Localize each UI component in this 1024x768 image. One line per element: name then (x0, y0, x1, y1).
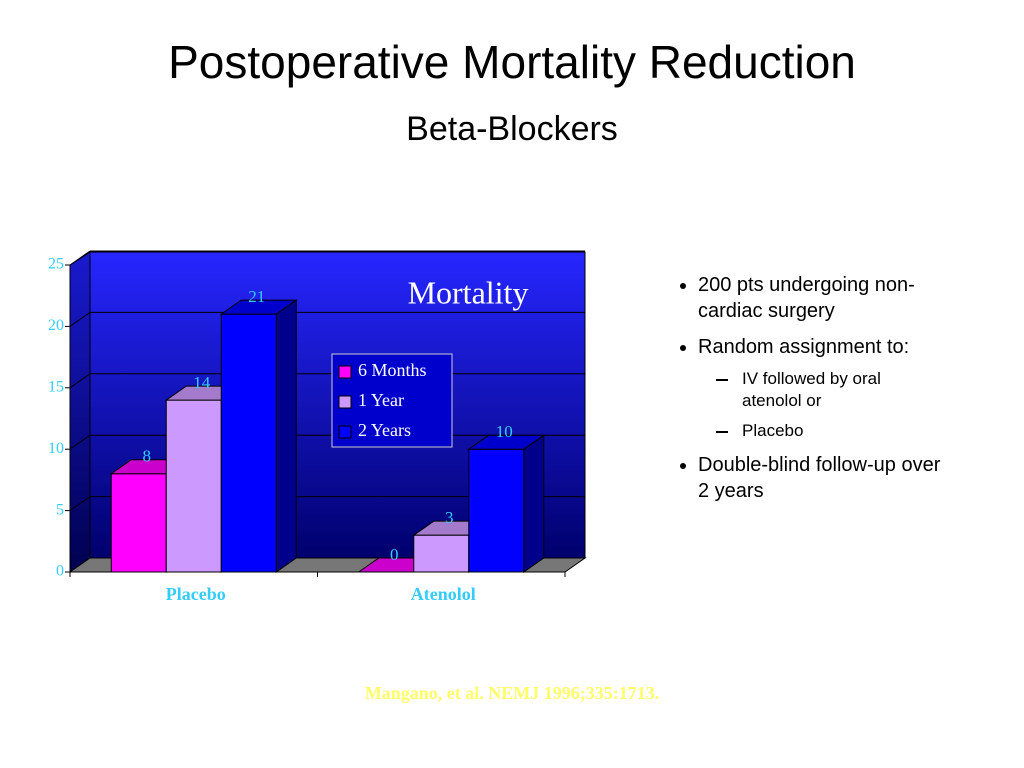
legend-swatch (338, 365, 352, 379)
data-label: 10 (496, 422, 513, 441)
legend-swatch (338, 395, 352, 409)
slide-title: Postoperative Mortality Reduction (168, 36, 856, 88)
data-label: 3 (445, 508, 454, 527)
dash (716, 431, 728, 433)
bullet-list: 200 pts undergoing non-cardiac surgery Ra… (672, 272, 942, 514)
subbullet: Placebo (716, 420, 942, 442)
slide-subtitle: Beta-Blockers (406, 110, 618, 148)
y-tick-label: 20 (48, 317, 64, 334)
y-tick-label: 0 (56, 563, 64, 580)
chart-title: Mortality (408, 274, 529, 310)
subbullets: IV followed by oral atenolol or Placebo (698, 368, 942, 442)
x-tick-label: Atenolol (411, 584, 476, 604)
data-label: 14 (193, 373, 211, 392)
bar-top (467, 434, 546, 450)
y-tick-label: 5 (56, 501, 64, 518)
data-label: 21 (248, 287, 265, 306)
bar (413, 534, 470, 573)
plot: 8 14 21 0 3 10 (69, 250, 585, 573)
grid-line (69, 250, 91, 266)
bar (165, 399, 222, 573)
data-label: 0 (390, 545, 399, 564)
bar (110, 473, 167, 573)
legend-label: 6 Months (358, 360, 427, 380)
grid-line (69, 373, 91, 389)
bullet: Double-blind follow-up over 2 years (698, 452, 942, 504)
side-wall (69, 251, 91, 573)
bar-side (275, 299, 297, 573)
grid-line (69, 311, 91, 327)
grid-line (69, 434, 91, 450)
citation: Mangano, et al. NEMJ 1996;335:1713. (365, 683, 659, 703)
dash (716, 379, 728, 381)
bullet-text: 200 pts undergoing non-cardiac surgery (698, 274, 915, 322)
bullet: Random assignment to: IV followed by oral… (698, 334, 942, 442)
subbullet-text: Placebo (742, 421, 804, 441)
bar (220, 313, 277, 573)
y-tick-label: 15 (48, 378, 64, 395)
grid-line (69, 496, 91, 512)
bar (468, 448, 525, 573)
subbullet: IV followed by oral atenolol or (716, 368, 942, 412)
subbullet-text: IV followed by oral atenolol or (742, 369, 881, 411)
legend-label: 1 Year (358, 390, 404, 410)
x-tick-label: Placebo (166, 584, 226, 604)
legend-label: 2 Years (358, 420, 411, 440)
legend (331, 353, 453, 448)
data-label: 8 (143, 447, 152, 466)
legend-swatch (338, 425, 352, 439)
bullet-text: Random assignment to: (698, 336, 910, 358)
bullets: 200 pts undergoing non-cardiac surgery Ra… (672, 272, 942, 504)
bullet: 200 pts undergoing non-cardiac surgery (698, 272, 942, 324)
bar-side (523, 434, 545, 573)
bar-top (219, 299, 298, 315)
bullet-text: Double-blind follow-up over 2 years (698, 454, 941, 503)
y-tick-label: 25 (48, 256, 64, 273)
y-tick-label: 10 (48, 440, 64, 457)
